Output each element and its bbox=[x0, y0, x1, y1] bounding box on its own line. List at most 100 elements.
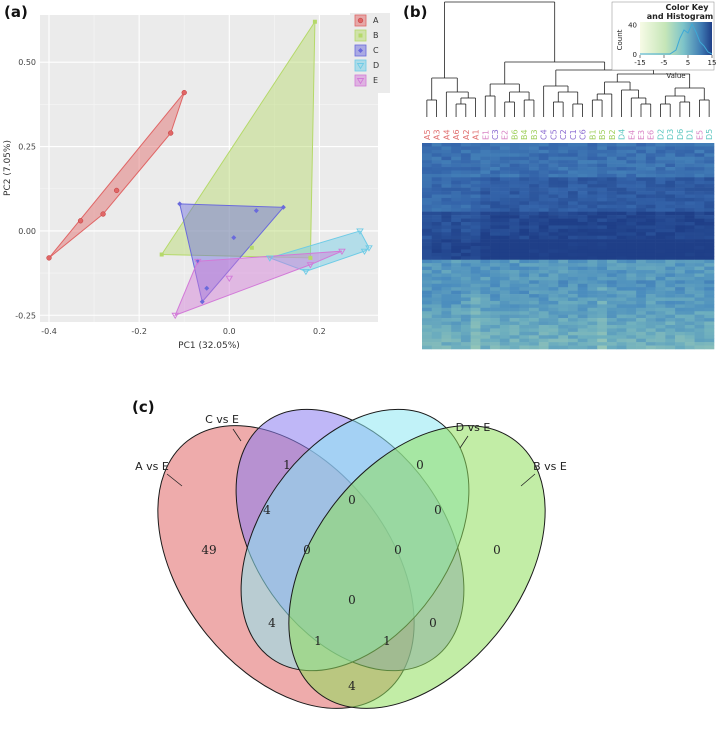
heatmap-cell bbox=[431, 307, 442, 312]
heatmap-cell bbox=[441, 215, 452, 219]
heatmap-cell bbox=[587, 256, 598, 261]
venn-ellipse-b bbox=[288, 425, 546, 709]
heatmap-cell bbox=[704, 180, 715, 185]
heatmap-cell bbox=[460, 273, 471, 278]
heatmap-cell bbox=[704, 252, 715, 257]
heatmap-cell bbox=[470, 235, 481, 240]
heatmap-cell bbox=[636, 252, 647, 257]
heatmap-cell bbox=[480, 311, 491, 315]
heatmap-cell bbox=[538, 173, 549, 178]
heatmap-cell bbox=[597, 218, 608, 223]
heatmap-cell bbox=[441, 283, 452, 288]
heatmap-cell bbox=[665, 232, 676, 236]
heatmap-cell bbox=[606, 246, 617, 250]
heatmap-cell bbox=[645, 180, 656, 185]
heatmap-cell bbox=[451, 300, 462, 305]
heatmap-cell bbox=[422, 184, 433, 188]
heatmap-cell bbox=[645, 149, 656, 154]
heatmap-cell bbox=[577, 324, 588, 329]
heatmap-cell bbox=[645, 239, 656, 243]
heatmap-cell bbox=[675, 342, 686, 346]
heatmap-cell bbox=[665, 324, 676, 329]
heatmap-cell bbox=[665, 163, 676, 168]
heatmap-cell bbox=[422, 256, 433, 261]
heatmap-cell bbox=[529, 300, 540, 305]
panel-label-c: (c) bbox=[132, 398, 155, 416]
heatmap-cell bbox=[441, 256, 452, 261]
heatmap-cell bbox=[587, 287, 598, 291]
heatmap-cell bbox=[460, 215, 471, 219]
heatmap-cell bbox=[548, 156, 559, 161]
heatmap-cell bbox=[684, 321, 695, 326]
heatmap-cell bbox=[538, 180, 549, 185]
heatmap-cell bbox=[451, 215, 462, 219]
heatmap-cell bbox=[665, 221, 676, 226]
heatmap-cell bbox=[470, 290, 481, 295]
heatmap-cell bbox=[441, 218, 452, 223]
heatmap-cell bbox=[616, 304, 627, 309]
heatmap-cell bbox=[704, 318, 715, 322]
heatmap-cell bbox=[509, 221, 520, 226]
heatmap-cell bbox=[441, 338, 452, 343]
heatmap-cell bbox=[431, 197, 442, 202]
heatmap-cell bbox=[470, 180, 481, 185]
heatmap-cell bbox=[655, 249, 666, 254]
heatmap-cell bbox=[460, 338, 471, 343]
venn-region-count: 0 bbox=[348, 593, 356, 607]
heatmap-cell bbox=[665, 335, 676, 339]
heatmap-cell bbox=[587, 259, 598, 264]
heatmap-cell bbox=[480, 228, 491, 233]
heatmap-cell bbox=[460, 228, 471, 233]
heatmap-cell bbox=[480, 318, 491, 322]
heatmap-cell bbox=[519, 218, 530, 223]
heatmap-cell bbox=[694, 252, 705, 257]
heatmap-cell bbox=[431, 328, 442, 333]
heatmap-cell bbox=[431, 270, 442, 274]
heatmap-cell bbox=[704, 184, 715, 188]
heatmap-cell bbox=[616, 149, 627, 154]
heatmap-cell bbox=[597, 314, 608, 319]
heatmap-cell bbox=[616, 314, 627, 319]
heatmap-cell bbox=[606, 211, 617, 216]
heatmap-cell bbox=[587, 218, 598, 223]
heatmap-cell bbox=[616, 177, 627, 182]
heatmap-cell bbox=[422, 259, 433, 264]
heatmap-cell bbox=[568, 259, 579, 264]
heatmap-cell bbox=[694, 184, 705, 188]
heatmap-cell bbox=[606, 221, 617, 226]
heatmap-cell bbox=[606, 335, 617, 339]
heatmap-cell bbox=[499, 273, 510, 278]
heatmap-cell bbox=[694, 276, 705, 281]
heatmap-cell bbox=[558, 184, 569, 188]
heatmap-cell bbox=[451, 331, 462, 336]
heatmap-cell bbox=[460, 311, 471, 315]
heatmap-cell bbox=[626, 225, 637, 230]
heatmap-cell bbox=[529, 307, 540, 312]
heatmap-cell bbox=[451, 273, 462, 278]
heatmap-cell bbox=[441, 342, 452, 346]
heatmap-cell bbox=[577, 256, 588, 261]
heatmap-cell bbox=[490, 290, 501, 295]
heatmap-cell bbox=[431, 163, 442, 168]
heatmap-cell bbox=[529, 276, 540, 281]
heatmap-cell bbox=[636, 273, 647, 278]
heatmap-cell bbox=[490, 232, 501, 236]
heatmap-cell bbox=[616, 335, 627, 339]
heatmap-cell bbox=[704, 211, 715, 216]
heatmap-column-label: D2 bbox=[656, 129, 665, 140]
heatmap-cell bbox=[548, 338, 559, 343]
heatmap-cell bbox=[470, 283, 481, 288]
heatmap-cell bbox=[451, 153, 462, 158]
heatmap-cell bbox=[704, 191, 715, 195]
heatmap-cell bbox=[470, 252, 481, 257]
heatmap-cell bbox=[499, 143, 510, 147]
heatmap-cell bbox=[422, 160, 433, 164]
heatmap-cell bbox=[451, 304, 462, 309]
heatmap-cell bbox=[431, 263, 442, 267]
heatmap-cell bbox=[529, 283, 540, 288]
heatmap-cell bbox=[422, 232, 433, 236]
heatmap-cell bbox=[645, 273, 656, 278]
heatmap-cell bbox=[616, 276, 627, 281]
heatmap-cell bbox=[529, 328, 540, 333]
heatmap-cell bbox=[441, 300, 452, 305]
